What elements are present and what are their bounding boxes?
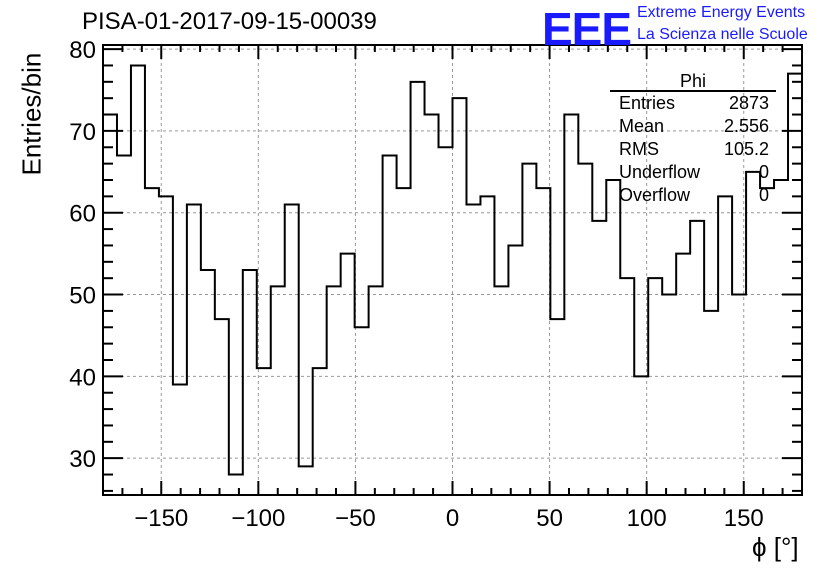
run-title: PISA-01-2017-09-15-00039 <box>82 8 377 35</box>
axis-tick-labels: −150 −100 −50 0 50 100 150 30 40 50 60 70 80 <box>69 37 763 532</box>
logo-line-2: La Scienza nelle Scuole <box>637 26 808 43</box>
stats-value-mean: 2.556 <box>723 116 769 136</box>
stats-value-underflow: 0 <box>758 162 769 182</box>
stats-value-rms: 105.2 <box>723 139 769 159</box>
x-tick-label: 50 <box>536 505 563 532</box>
x-axis-label: ϕ [°] <box>752 532 799 562</box>
y-tick-label: 60 <box>69 201 96 228</box>
x-tick-label: 150 <box>724 505 764 532</box>
axis-ticks <box>102 45 803 495</box>
y-tick-label: 50 <box>69 283 96 310</box>
histogram-step-line <box>103 64 802 476</box>
y-tick-label: 40 <box>69 364 96 391</box>
y-tick-label: 30 <box>69 446 96 473</box>
stats-label-rms: RMS <box>619 139 659 159</box>
y-tick-label: 70 <box>69 119 96 146</box>
stats-label-overflow: Overflow <box>619 185 691 205</box>
y-axis-label: Entries/bin <box>16 52 47 176</box>
y-tick-label: 80 <box>69 37 96 64</box>
stats-label-mean: Mean <box>619 116 665 136</box>
eee-logo: EEE <box>542 3 632 55</box>
stats-label-entries: Entries <box>619 93 676 113</box>
x-tick-label: −150 <box>134 505 188 532</box>
x-tick-label: −50 <box>335 505 376 532</box>
x-tick-label: −100 <box>231 505 285 532</box>
stats-label-underflow: Underflow <box>619 162 701 182</box>
x-tick-label: 100 <box>627 505 667 532</box>
logo-line-1: Extreme Energy Events <box>637 4 806 21</box>
x-tick-label: 0 <box>446 505 459 532</box>
stats-value-entries: 2873 <box>728 93 769 113</box>
stats-title: Phi <box>680 71 707 91</box>
stats-value-overflow: 0 <box>758 185 769 205</box>
